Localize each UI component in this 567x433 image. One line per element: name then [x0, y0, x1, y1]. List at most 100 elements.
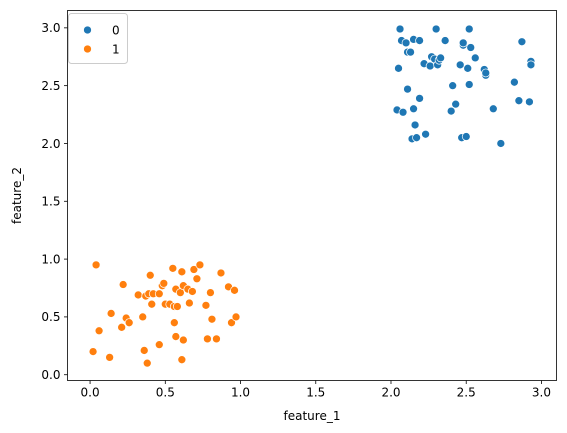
data-point-series-1	[145, 270, 155, 280]
data-point-series-0	[455, 60, 465, 70]
data-point-series-1	[142, 358, 152, 368]
data-point-series-0	[403, 84, 412, 94]
data-point-series-0	[421, 129, 430, 139]
y-tick-label: 0.5	[41, 310, 60, 324]
data-point-series-0	[448, 81, 458, 91]
legend-marker-series-0	[83, 25, 92, 35]
data-points	[88, 24, 536, 368]
data-point-series-1	[189, 265, 199, 274]
data-point-series-1	[201, 300, 211, 310]
data-point-series-1	[159, 279, 169, 288]
data-point-series-1	[188, 287, 197, 296]
legend-label-series-1: 1	[112, 43, 120, 57]
data-point-series-0	[488, 104, 498, 114]
y-axis: 0.0 0.5 1.0 1.5 2.0 2.5 3.0	[41, 21, 68, 382]
y-axis-label: feature_2	[10, 167, 24, 224]
data-point-series-0	[415, 94, 424, 103]
data-point-series-1	[106, 309, 116, 318]
data-point-series-1	[94, 326, 104, 336]
data-point-series-0	[440, 36, 450, 45]
data-point-series-0	[436, 53, 445, 63]
data-point-series-0	[458, 38, 468, 48]
x-tick-label: 1.5	[306, 386, 325, 400]
data-point-series-1	[177, 355, 187, 365]
data-point-series-1	[138, 312, 148, 322]
data-point-series-1	[206, 288, 215, 297]
data-point-series-0	[398, 107, 408, 117]
data-point-series-0	[461, 132, 471, 141]
data-point-series-0	[481, 68, 491, 78]
x-axis-label: feature_1	[284, 409, 341, 423]
data-point-series-1	[147, 299, 157, 309]
x-tick-label: 2.0	[381, 386, 400, 400]
legend-marker-series-1	[83, 44, 92, 54]
plot-frame	[67, 10, 557, 381]
data-point-series-1	[168, 263, 178, 273]
data-point-series-1	[216, 268, 226, 278]
data-point-series-1	[154, 340, 164, 350]
data-point-series-0	[410, 120, 420, 130]
data-point-series-0	[406, 47, 415, 57]
y-tick-label: 1.0	[41, 252, 60, 266]
data-point-series-0	[446, 106, 456, 116]
legend-label-series-0: 0	[112, 24, 120, 38]
data-point-series-1	[177, 267, 187, 277]
data-point-series-0	[464, 24, 474, 34]
data-point-series-1	[192, 274, 202, 284]
data-point-series-1	[195, 260, 205, 270]
data-point-series-0	[526, 60, 536, 70]
data-point-series-0	[510, 77, 519, 87]
data-point-series-1	[169, 318, 179, 328]
data-point-series-1	[117, 322, 127, 332]
data-point-series-0	[425, 61, 435, 71]
y-tick-label: 2.0	[41, 137, 60, 151]
data-point-series-1	[212, 334, 221, 344]
legend-box	[68, 13, 128, 64]
data-point-series-0	[470, 53, 480, 63]
data-point-series-0	[431, 24, 441, 34]
data-point-series-1	[154, 289, 164, 299]
data-point-series-1	[185, 298, 194, 308]
data-point-series-1	[91, 260, 101, 270]
data-point-series-1	[171, 332, 181, 341]
data-point-series-1	[133, 290, 143, 300]
legend: 0 1	[68, 13, 128, 64]
data-point-series-1	[203, 334, 212, 344]
y-tick-label: 2.5	[41, 79, 60, 93]
data-point-series-1	[139, 346, 149, 355]
data-point-series-1	[179, 335, 188, 345]
data-point-series-1	[172, 302, 182, 311]
y-tick-label: 1.5	[41, 195, 60, 209]
data-point-series-0	[464, 80, 474, 89]
data-point-series-0	[395, 24, 405, 34]
x-tick-label: 3.0	[532, 386, 551, 400]
data-point-series-1	[88, 347, 98, 356]
data-point-series-0	[517, 37, 527, 47]
data-point-series-0	[401, 38, 411, 48]
data-point-series-0	[466, 43, 476, 52]
data-point-series-1	[227, 318, 236, 328]
data-point-series-0	[451, 99, 461, 109]
x-tick-label: 1.0	[231, 386, 250, 400]
data-point-series-1	[207, 314, 217, 324]
data-point-series-1	[230, 285, 239, 295]
data-point-series-0	[412, 133, 421, 143]
x-tick-label: 0.0	[81, 386, 100, 400]
y-tick-label: 0.0	[41, 368, 60, 382]
data-point-series-1	[231, 312, 241, 322]
data-point-series-1	[118, 280, 128, 289]
data-point-series-0	[463, 63, 473, 73]
data-point-series-0	[409, 104, 418, 114]
data-point-series-0	[514, 96, 524, 106]
x-axis: 0.0 0.5 1.0 1.5 2.0 2.5 3.0	[81, 380, 551, 400]
x-tick-label: 0.5	[156, 386, 175, 400]
x-tick-label: 2.5	[457, 386, 476, 400]
data-point-series-1	[105, 353, 114, 362]
y-tick-label: 3.0	[41, 21, 60, 35]
data-point-series-0	[394, 63, 403, 73]
data-point-series-0	[525, 97, 534, 107]
data-point-series-0	[415, 36, 424, 45]
data-point-series-1	[124, 318, 134, 328]
data-point-series-0	[496, 139, 506, 148]
